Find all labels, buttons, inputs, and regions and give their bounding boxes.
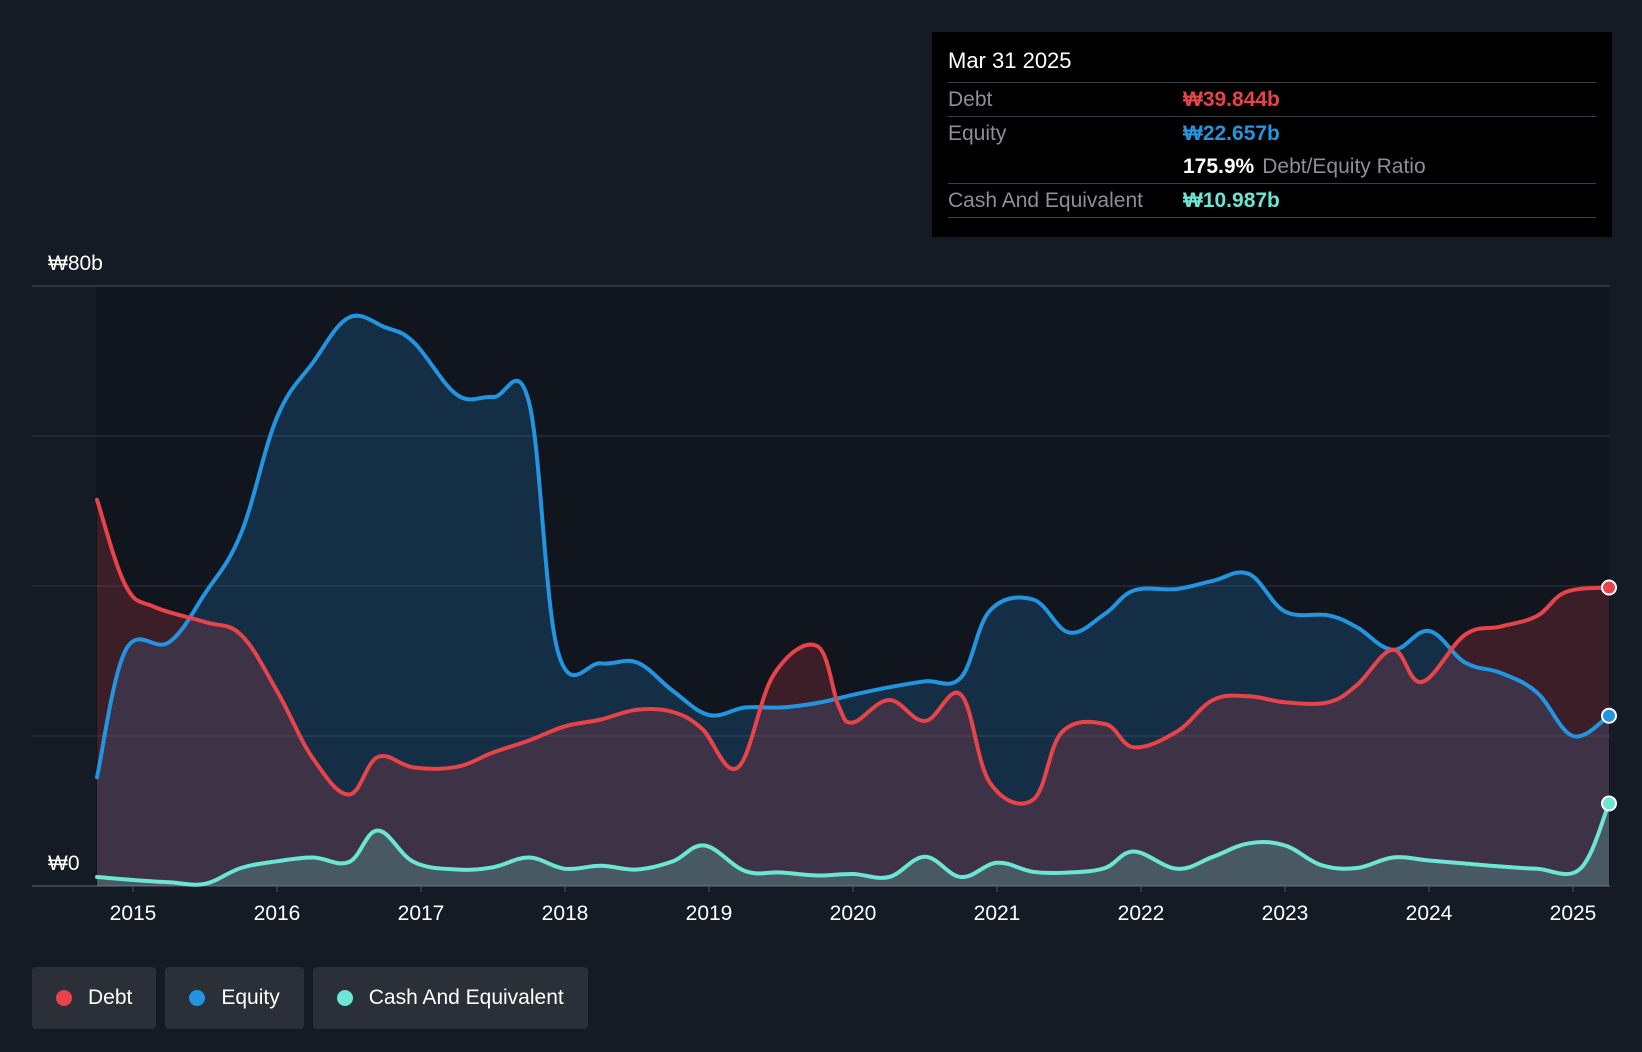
gridlines: [32, 285, 1610, 887]
end-dot-debt: [1601, 579, 1617, 596]
x-tick-label-2019: 2019: [686, 902, 733, 925]
legend-label-cash: Cash And Equivalent: [368, 986, 564, 1009]
series-areas: [97, 315, 1609, 886]
end-dot-cash-and-equivalent: [1601, 795, 1617, 812]
x-tick-label-2015: 2015: [110, 902, 157, 925]
tooltip-debt-value: ₩39.844b: [1183, 88, 1280, 111]
x-tick-label-2024: 2024: [1406, 902, 1453, 925]
tooltip-cash-row: Cash And Equivalent ₩10.987b: [948, 184, 1596, 218]
x-tick-label-2023: 2023: [1262, 902, 1309, 925]
legend-dot-cash-icon: [336, 990, 353, 1006]
legend-label-equity: Equity: [221, 986, 280, 1009]
legend-item-cash[interactable]: Cash And Equivalent: [312, 967, 588, 1029]
tooltip-cash-label: Cash And Equivalent: [948, 189, 1143, 212]
chart-legend: Debt Equity Cash And Equivalent: [32, 967, 588, 1029]
tooltip-panel: Mar 31 2025 Debt ₩39.844b Equity ₩22.657…: [932, 32, 1612, 237]
legend-dot-equity-icon: [189, 990, 206, 1006]
tooltip-debt-row: Debt ₩39.844b: [948, 83, 1596, 117]
line-cash-and-equivalent: [95, 801, 1611, 887]
tooltip-equity-value: ₩22.657b: [1183, 122, 1280, 145]
line-debt: [95, 497, 1611, 806]
legend-item-equity[interactable]: Equity: [165, 967, 304, 1029]
tooltip-equity-row: Equity ₩22.657b: [948, 117, 1596, 150]
end-dot-equity: [1601, 707, 1617, 724]
legend-item-debt[interactable]: Debt: [32, 967, 157, 1029]
tooltip-equity-label: Equity: [948, 122, 1007, 145]
series-lines: [95, 313, 1611, 887]
x-tick-label-2017: 2017: [398, 902, 445, 925]
legend-dot-debt-icon: [56, 990, 72, 1006]
tooltip-date: Mar 31 2025: [948, 46, 1596, 83]
x-tick-label-2021: 2021: [974, 902, 1021, 925]
line-equity: [95, 313, 1611, 780]
area-equity: [97, 315, 1609, 886]
area-cash-and-equivalent: [97, 803, 1609, 886]
tooltip-ratio-value: 175.9%: [1183, 155, 1255, 178]
series-end-dots: [1601, 579, 1617, 812]
area-debt: [97, 499, 1609, 886]
legend-label-debt: Debt: [88, 986, 133, 1009]
x-axis-ticks: 2015 2016 2017 2018 2019 2020 2021 2022 2023 2024…: [110, 886, 1597, 925]
tooltip-ratio-spacer: [948, 150, 1183, 183]
tooltip-debt-label: Debt: [948, 88, 993, 111]
tooltip-ratio-row: 175.9% Debt/Equity Ratio: [948, 150, 1596, 184]
x-tick-label-2020: 2020: [830, 902, 877, 925]
y-axis-top-label: ₩80b: [48, 252, 103, 275]
x-tick-label-2025: 2025: [1550, 902, 1597, 925]
tooltip-cash-value: ₩10.987b: [1183, 189, 1280, 212]
tooltip-ratio-label: Debt/Equity Ratio: [1262, 155, 1426, 178]
x-tick-label-2022: 2022: [1118, 902, 1165, 925]
x-tick-label-2016: 2016: [254, 902, 301, 925]
y-axis-bottom-label: ₩0: [48, 852, 80, 875]
x-tick-label-2018: 2018: [542, 902, 589, 925]
